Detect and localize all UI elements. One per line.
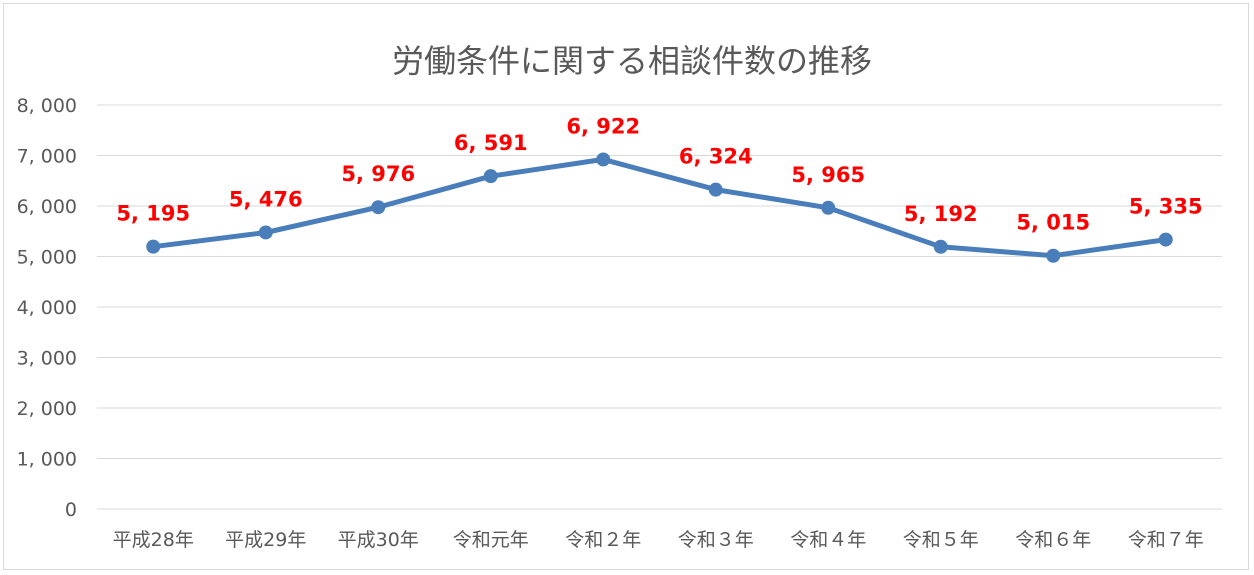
data-label: 6, 324: [679, 145, 753, 169]
x-tick-label: 平成28年: [113, 529, 194, 551]
y-tick-label: 5, 000: [17, 247, 77, 269]
x-tick-label: 平成30年: [338, 529, 419, 551]
y-tick-label: 6, 000: [17, 196, 77, 218]
x-tick-label: 令和５年: [903, 529, 979, 551]
data-label: 5, 335: [1129, 195, 1203, 219]
data-label: 5, 965: [791, 163, 865, 187]
data-point: [821, 200, 836, 215]
data-point: [708, 182, 723, 197]
x-tick-label: 令和２年: [565, 529, 641, 551]
data-point: [483, 169, 498, 184]
y-tick-label: 4, 000: [17, 297, 77, 319]
data-label: 5, 976: [341, 162, 415, 186]
data-label: 5, 195: [116, 202, 190, 226]
series-line: [150, 156, 1169, 259]
x-tick-label: 平成29年: [225, 529, 306, 551]
chart-title: 労働条件に関する相談件数の推移: [392, 42, 872, 80]
data-point: [371, 200, 386, 215]
data-point: [1046, 248, 1061, 263]
x-tick-label: 令和元年: [453, 529, 529, 551]
data-point: [933, 239, 948, 254]
x-tick-label: 令和４年: [790, 529, 866, 551]
data-point: [596, 152, 611, 167]
data-label: 5, 015: [1016, 211, 1090, 235]
data-point: [1158, 232, 1173, 247]
x-axis-ticks: 平成28年 平成29年 平成30年 令和元年 令和２年 令和３年 令和４年 令和５年 令和６年 令…: [113, 529, 1204, 551]
data-label: 6, 922: [566, 114, 640, 138]
series-group: [146, 152, 1173, 263]
y-axis-ticks: 0 1, 000 2, 000 3, 000 4, 000 5, 000 6, 000 7, …: [17, 95, 77, 521]
gridlines: [97, 104, 1222, 510]
data-label: 5, 192: [904, 202, 978, 226]
x-tick-label: 令和３年: [678, 529, 754, 551]
data-label: 6, 591: [454, 131, 528, 155]
y-tick-label: 1, 000: [17, 449, 77, 471]
data-point: [146, 239, 161, 254]
chart-frame: [3, 3, 1249, 570]
y-tick-label: 7, 000: [17, 146, 77, 168]
y-tick-label: 3, 000: [17, 348, 77, 370]
data-label: 5, 476: [229, 187, 303, 211]
y-tick-label: 2, 000: [17, 398, 77, 420]
x-tick-label: 令和７年: [1128, 529, 1204, 551]
x-tick-label: 令和６年: [1015, 529, 1091, 551]
y-tick-label: 8, 000: [17, 95, 77, 117]
data-point: [258, 225, 273, 240]
data-labels: 5, 195 5, 476 5, 976 6, 591 6, 922 6, 324 5, 9…: [116, 114, 1202, 234]
y-tick-label: 0: [65, 499, 77, 521]
